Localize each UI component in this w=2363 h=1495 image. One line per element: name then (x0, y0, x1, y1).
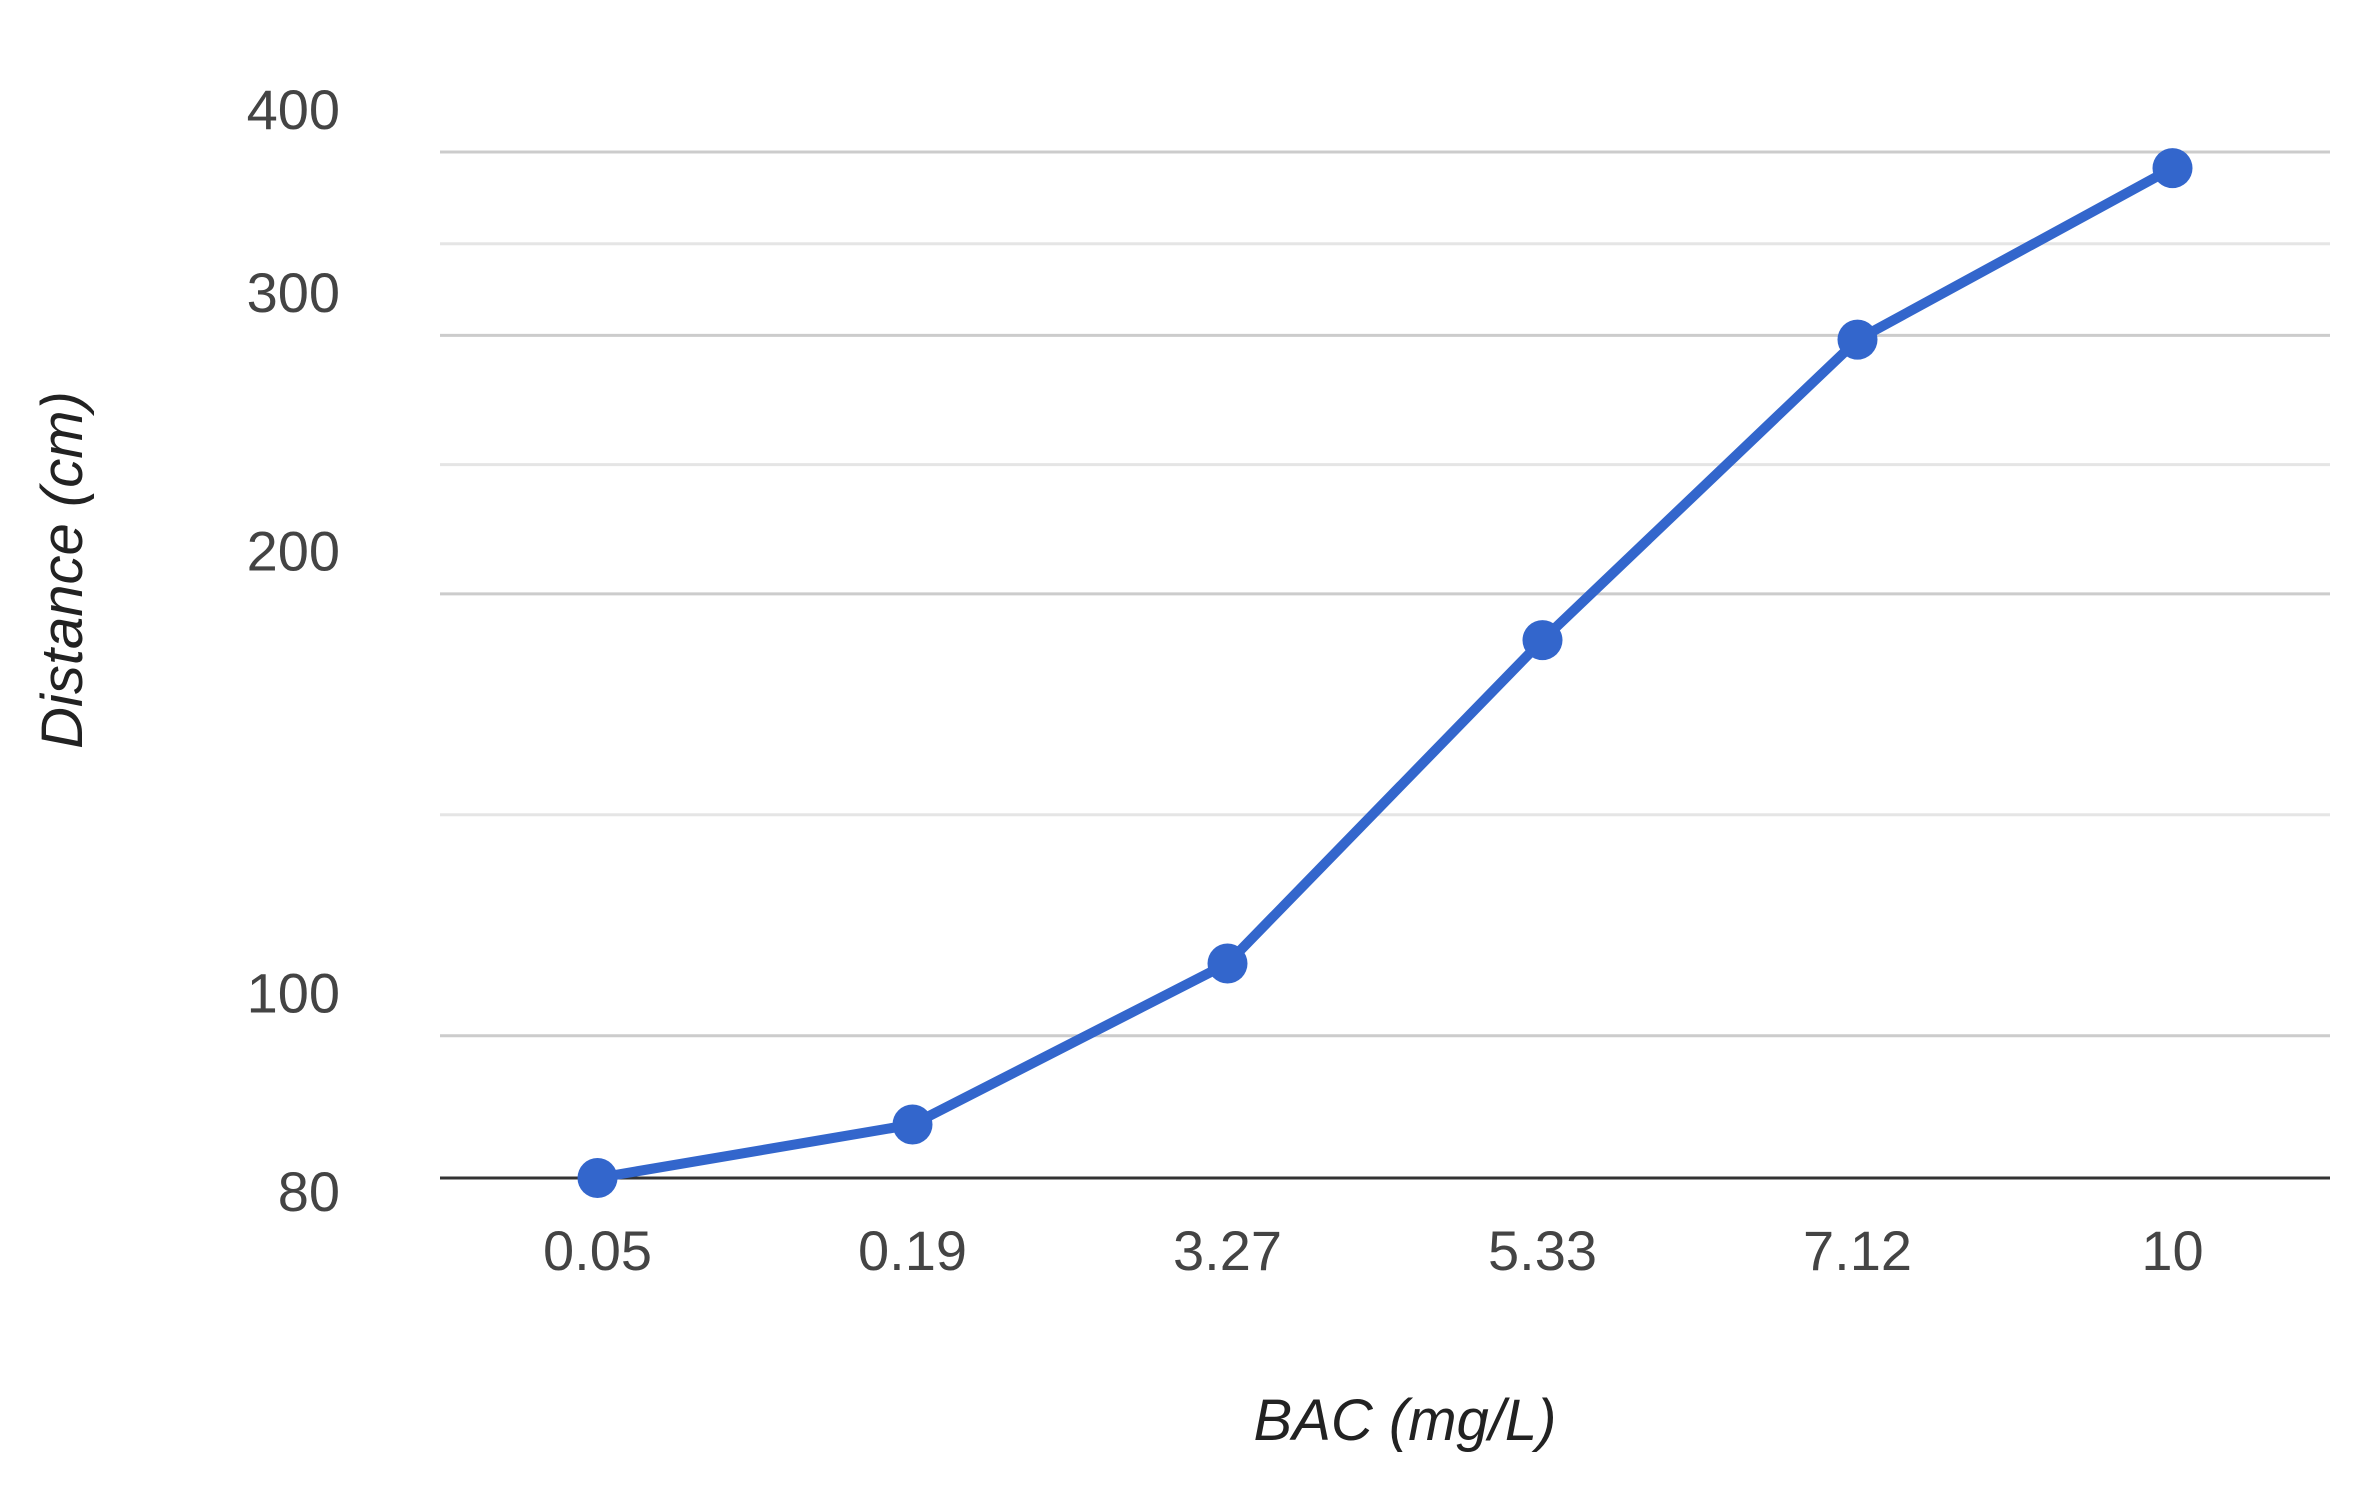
y-tick-label: 80 (278, 1160, 340, 1223)
data-point (1207, 943, 1248, 984)
x-axis-tick-labels: 0.05 0.19 3.27 5.33 7.12 10 (543, 1219, 2204, 1282)
grid-lines (440, 150, 2330, 1038)
data-point (892, 1104, 933, 1145)
series-line (592, 163, 2178, 1183)
x-tick-label: 10 (2141, 1219, 2203, 1282)
data-point (2152, 148, 2193, 189)
x-tick-label: 0.19 (858, 1219, 967, 1282)
x-tick-label: 0.05 (543, 1219, 652, 1282)
x-tick-label: 5.33 (1488, 1219, 1597, 1282)
x-axis-title: BAC (mg/L) (1254, 1388, 1557, 1453)
data-point (1522, 620, 1563, 661)
y-tick-label: 100 (247, 962, 340, 1025)
data-point (577, 1158, 618, 1198)
x-tick-label: 7.12 (1803, 1219, 1912, 1282)
data-points (577, 148, 2193, 1198)
y-axis-tick-labels: 80 100 200 300 400 (247, 78, 340, 1223)
data-point (1837, 319, 1878, 360)
y-axis-title: Distance (cm) (30, 391, 95, 749)
y-tick-label: 200 (247, 520, 340, 583)
y-tick-label: 300 (247, 261, 340, 324)
x-tick-label: 3.27 (1173, 1219, 1282, 1282)
y-tick-label: 400 (247, 78, 340, 141)
